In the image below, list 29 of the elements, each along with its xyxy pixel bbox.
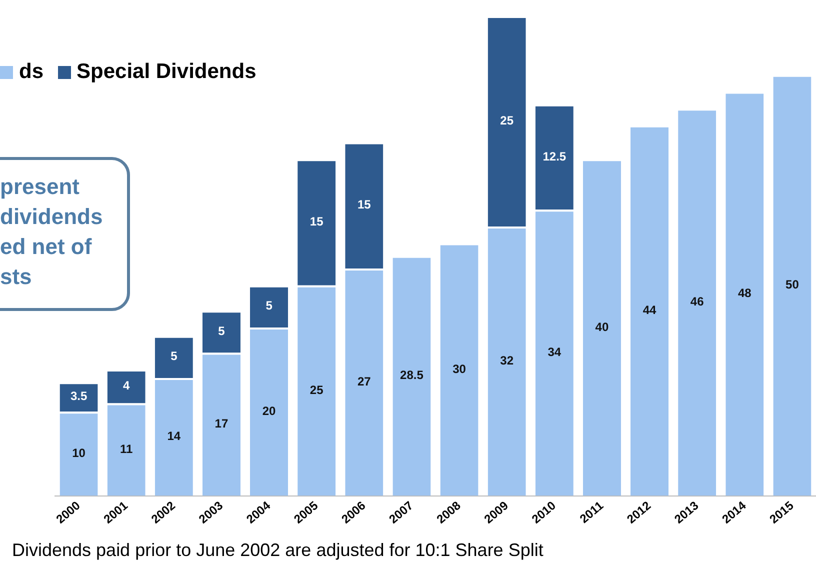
legend-label: Special Dividends	[76, 60, 256, 84]
data-label: 14	[167, 429, 181, 444]
data-label: 15	[357, 198, 372, 212]
data-label: 46	[690, 294, 704, 309]
legend-label: ds	[19, 60, 44, 84]
data-label: 30	[452, 362, 466, 376]
data-label: 40	[595, 320, 609, 334]
data-label: 28.5	[400, 368, 424, 382]
data-label: 12.5	[542, 149, 566, 164]
data-label: 32	[500, 353, 514, 368]
data-label: 25	[310, 382, 324, 397]
data-label: 27	[357, 374, 372, 388]
data-label: 17	[214, 416, 228, 431]
data-label: 34	[548, 345, 562, 360]
data-label: 5	[218, 324, 226, 338]
data-label: 15	[310, 214, 324, 229]
data-label: 50	[786, 278, 800, 292]
data-label: 5	[266, 298, 273, 313]
data-label: 48	[738, 286, 752, 300]
data-label: 11	[120, 442, 134, 456]
text: Dividends paid prior to June 2002 are adjusted for 10:1 Share Split	[12, 540, 544, 561]
data-label: 4	[123, 378, 130, 393]
data-label: 3.5	[70, 389, 88, 404]
data-label: 5	[170, 349, 178, 364]
data-label: 25	[500, 114, 514, 128]
annotation: present dividends ed net of sts	[0, 173, 104, 291]
data-label: 20	[262, 404, 276, 418]
data-label: 10	[72, 446, 86, 460]
data-label: 44	[642, 302, 657, 317]
